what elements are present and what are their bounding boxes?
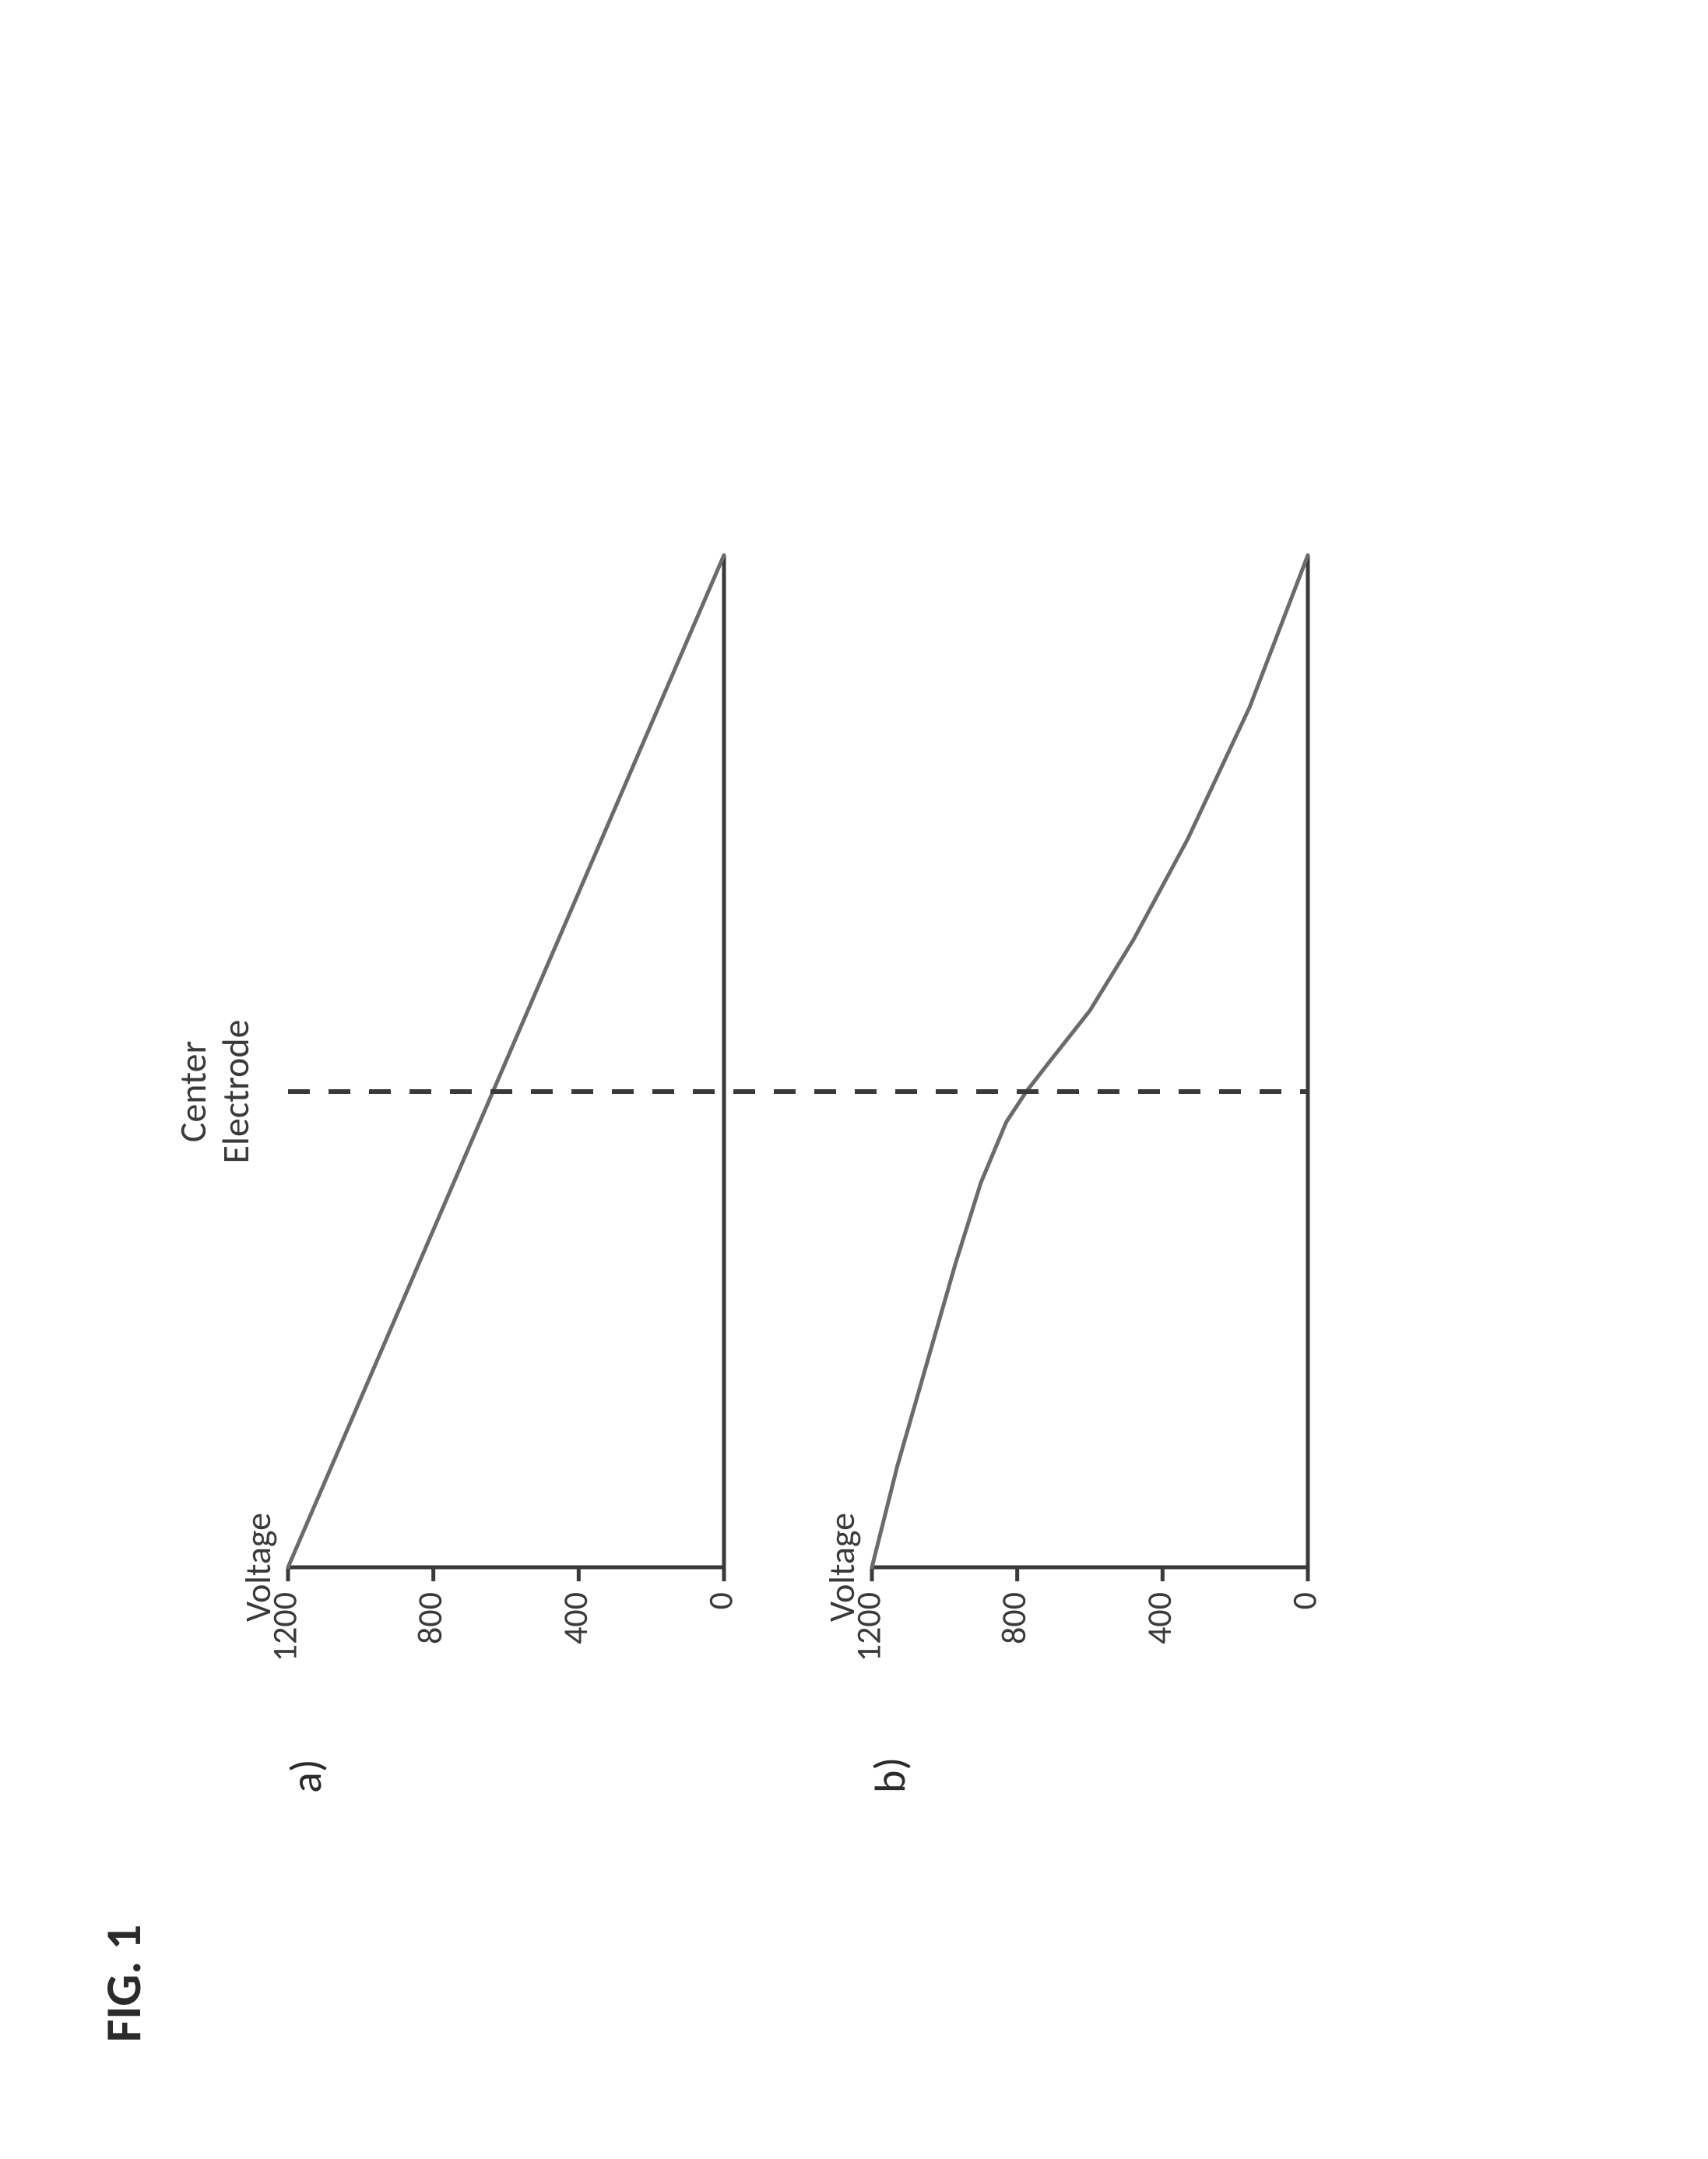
center-electrode-marker-line <box>0 0 1708 2159</box>
